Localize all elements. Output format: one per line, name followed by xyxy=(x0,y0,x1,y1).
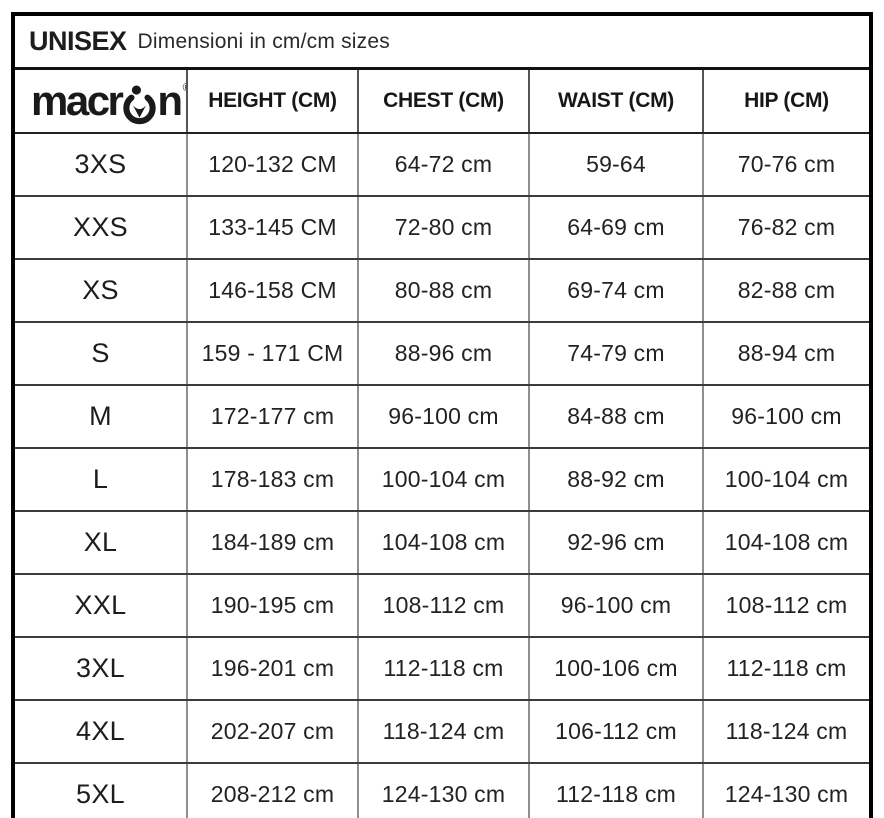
waist-cell: 106-112 cm xyxy=(528,701,702,762)
table-row: XXL 190-195 cm 108-112 cm 96-100 cm 108-… xyxy=(15,575,869,638)
title-subtitle: Dimensioni in cm/cm sizes xyxy=(137,29,390,53)
waist-cell: 59-64 xyxy=(528,134,702,195)
chest-cell: 96-100 cm xyxy=(357,386,528,447)
table-row: XS 146-158 CM 80-88 cm 69-74 cm 82-88 cm xyxy=(15,260,869,323)
chest-cell: 112-118 cm xyxy=(357,638,528,699)
height-cell: 133-145 CM xyxy=(186,197,357,258)
column-header-waist: WAIST (CM) xyxy=(528,70,702,132)
table-row: L 178-183 cm 100-104 cm 88-92 cm 100-104… xyxy=(15,449,869,512)
macron-emblem-icon xyxy=(123,85,156,124)
table-row: 4XL 202-207 cm 118-124 cm 106-112 cm 118… xyxy=(15,701,869,764)
table-header-row: macr n ® HEIGHT (CM) CHEST (CM) WAIST (C… xyxy=(15,70,869,134)
hip-cell: 108-112 cm xyxy=(702,575,869,636)
hip-cell: 124-130 cm xyxy=(702,764,869,818)
title-label: UNISEX xyxy=(29,26,127,56)
hip-cell: 82-88 cm xyxy=(702,260,869,321)
waist-cell: 74-79 cm xyxy=(528,323,702,384)
size-cell: L xyxy=(92,464,109,494)
logo-text-prefix: macr xyxy=(31,77,124,124)
height-cell: 196-201 cm xyxy=(186,638,357,699)
height-cell: 172-177 cm xyxy=(186,386,357,447)
logo-text-suffix: n xyxy=(157,77,183,124)
height-cell: 146-158 CM xyxy=(186,260,357,321)
table-title-row: UNISEX Dimensioni in cm/cm sizes xyxy=(15,16,869,70)
table-row: S 159 - 171 CM 88-96 cm 74-79 cm 88-94 c… xyxy=(15,323,869,386)
height-cell: 208-212 cm xyxy=(186,764,357,818)
size-cell: 4XL xyxy=(76,716,125,746)
chest-cell: 118-124 cm xyxy=(357,701,528,762)
chest-cell: 100-104 cm xyxy=(357,449,528,510)
waist-cell: 112-118 cm xyxy=(528,764,702,818)
size-cell: XXL xyxy=(74,590,127,620)
column-header-height: HEIGHT (CM) xyxy=(186,70,357,132)
size-cell: 3XL xyxy=(76,653,125,683)
registered-trademark-mark: ® xyxy=(183,82,186,94)
waist-cell: 69-74 cm xyxy=(528,260,702,321)
table-row: M 172-177 cm 96-100 cm 84-88 cm 96-100 c… xyxy=(15,386,869,449)
table-row: 3XL 196-201 cm 112-118 cm 100-106 cm 112… xyxy=(15,638,869,701)
hip-cell: 112-118 cm xyxy=(702,638,869,699)
size-cell: S xyxy=(91,338,110,368)
height-cell: 120-132 CM xyxy=(186,134,357,195)
height-cell: 190-195 cm xyxy=(186,575,357,636)
chest-cell: 108-112 cm xyxy=(357,575,528,636)
size-cell: 5XL xyxy=(76,779,125,809)
chest-cell: 72-80 cm xyxy=(357,197,528,258)
size-cell: XL xyxy=(83,527,118,557)
hip-cell: 96-100 cm xyxy=(702,386,869,447)
height-cell: 184-189 cm xyxy=(186,512,357,573)
hip-cell: 104-108 cm xyxy=(702,512,869,573)
chest-cell: 104-108 cm xyxy=(357,512,528,573)
hip-cell: 88-94 cm xyxy=(702,323,869,384)
table-row: XL 184-189 cm 104-108 cm 92-96 cm 104-10… xyxy=(15,512,869,575)
waist-cell: 100-106 cm xyxy=(528,638,702,699)
height-cell: 159 - 171 CM xyxy=(186,323,357,384)
chest-cell: 124-130 cm xyxy=(357,764,528,818)
column-header-chest: CHEST (CM) xyxy=(357,70,528,132)
height-cell: 202-207 cm xyxy=(186,701,357,762)
hip-cell: 118-124 cm xyxy=(702,701,869,762)
waist-cell: 96-100 cm xyxy=(528,575,702,636)
brand-logo-cell: macr n ® xyxy=(15,70,186,132)
waist-cell: 92-96 cm xyxy=(528,512,702,573)
waist-cell: 64-69 cm xyxy=(528,197,702,258)
size-cell: XS xyxy=(82,275,119,305)
chest-cell: 64-72 cm xyxy=(357,134,528,195)
size-cell: 3XS xyxy=(74,149,127,179)
chest-cell: 80-88 cm xyxy=(357,260,528,321)
waist-cell: 84-88 cm xyxy=(528,386,702,447)
hip-cell: 100-104 cm xyxy=(702,449,869,510)
table-row: 5XL 208-212 cm 124-130 cm 112-118 cm 124… xyxy=(15,764,869,818)
table-row: XXS 133-145 CM 72-80 cm 64-69 cm 76-82 c… xyxy=(15,197,869,260)
waist-cell: 88-92 cm xyxy=(528,449,702,510)
size-cell: XXS xyxy=(73,212,128,242)
unisex-size-table: UNISEX Dimensioni in cm/cm sizes macr n … xyxy=(11,12,873,818)
macron-logo: macr n ® xyxy=(31,77,186,124)
size-cell: M xyxy=(89,401,112,431)
height-cell: 178-183 cm xyxy=(186,449,357,510)
table-row: 3XS 120-132 CM 64-72 cm 59-64 70-76 cm xyxy=(15,134,869,197)
hip-cell: 76-82 cm xyxy=(702,197,869,258)
chest-cell: 88-96 cm xyxy=(357,323,528,384)
column-header-hip: HIP (CM) xyxy=(702,70,869,132)
hip-cell: 70-76 cm xyxy=(702,134,869,195)
